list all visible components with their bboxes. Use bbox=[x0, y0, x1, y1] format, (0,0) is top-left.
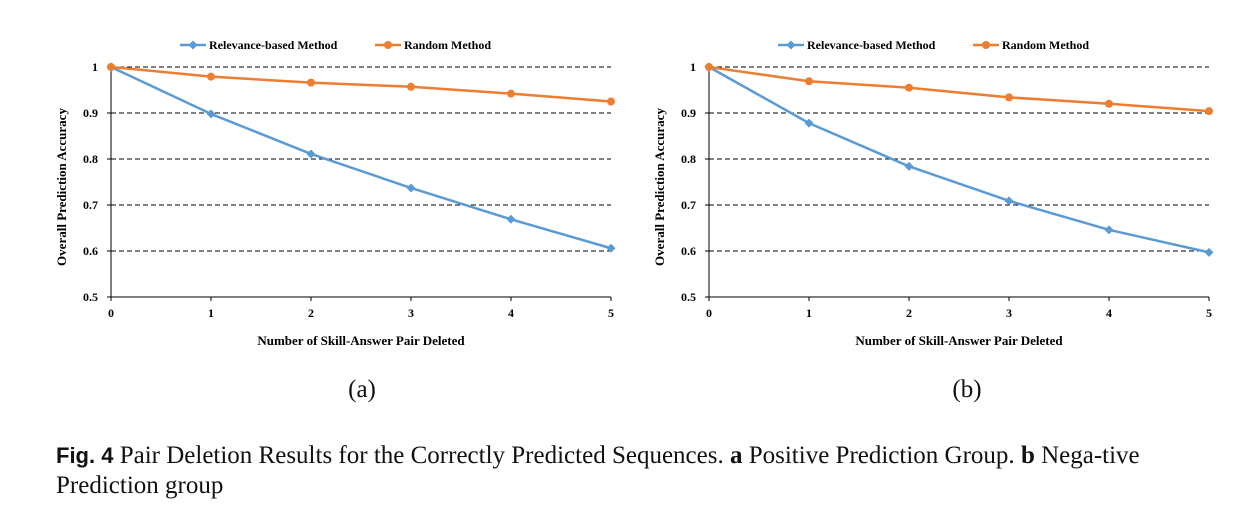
x-tick-label: 4 bbox=[508, 306, 514, 320]
data-point-relevance bbox=[1104, 225, 1114, 235]
legend-item-random-label: Random Method bbox=[1002, 38, 1089, 52]
data-point-random bbox=[207, 72, 215, 81]
y-tick-label: 0.8 bbox=[681, 152, 696, 166]
caption-text-1: Pair Deletion Results for the Correctly … bbox=[119, 442, 724, 469]
y-tick-label: 0.5 bbox=[681, 290, 696, 304]
data-point-random bbox=[607, 97, 615, 106]
x-tick-label: 5 bbox=[1206, 306, 1212, 320]
series-line-relevance bbox=[110, 65, 612, 250]
caption-label-a: a bbox=[729, 442, 743, 469]
x-tick-label: 3 bbox=[408, 306, 414, 320]
data-point-random bbox=[705, 63, 713, 71]
x-axis-title: Number of Skill-Answer Pair Deleted bbox=[855, 333, 1063, 348]
legend-item-random-label: Random Method bbox=[404, 38, 491, 52]
data-point-relevance bbox=[1204, 247, 1214, 257]
data-point-random bbox=[1105, 99, 1113, 108]
y-tick-label: 0.7 bbox=[83, 198, 98, 212]
data-point-relevance bbox=[406, 183, 416, 193]
data-point-relevance bbox=[606, 243, 616, 253]
legend-item-random-marker bbox=[384, 41, 392, 49]
legend-item-relevance-marker bbox=[188, 40, 198, 50]
chart-panel-a: 0.5 0.6 0.7 0.8 0.9 1 0 1 2 3 4 5 Number of Skill-An… bbox=[0, 0, 640, 365]
caption-text-2: Positive Prediction Group. bbox=[748, 442, 1015, 469]
panel-label-a: (a) bbox=[348, 376, 376, 403]
y-tick-label: 0.9 bbox=[83, 106, 98, 120]
x-tick-label: 1 bbox=[208, 306, 214, 320]
x-tick-label: 0 bbox=[706, 306, 712, 320]
data-point-random bbox=[407, 82, 415, 91]
data-point-random bbox=[905, 83, 913, 92]
legend-item-random-marker bbox=[982, 41, 990, 49]
y-axis-title: Overall Prediction Accuracy bbox=[54, 108, 69, 266]
x-tick-label: 0 bbox=[108, 306, 114, 320]
x-tick-label: 1 bbox=[806, 306, 812, 320]
data-point-relevance bbox=[306, 149, 316, 159]
data-point-relevance bbox=[904, 161, 914, 171]
x-axis-title: Number of Skill-Answer Pair Deleted bbox=[257, 333, 465, 348]
y-tick-label: 0.6 bbox=[681, 244, 696, 258]
caption-label-b: b bbox=[1020, 442, 1035, 469]
figure-caption: Fig. 4 Pair Deletion Results for the Cor… bbox=[56, 441, 1206, 501]
series-line-relevance bbox=[708, 65, 1210, 254]
series-line-random bbox=[110, 65, 612, 103]
data-point-random bbox=[1005, 93, 1013, 102]
x-tick-label: 4 bbox=[1106, 306, 1112, 320]
data-point-random bbox=[107, 63, 115, 71]
y-tick-label: 1 bbox=[92, 60, 98, 74]
y-tick-label: 0.6 bbox=[83, 244, 98, 258]
series-line-random bbox=[708, 65, 1210, 113]
x-tick-label: 5 bbox=[608, 306, 614, 320]
line-chart-a: 0.5 0.6 0.7 0.8 0.9 1 0 1 2 3 4 5 Number of Skill-An… bbox=[54, 38, 616, 348]
data-point-random bbox=[307, 78, 315, 87]
y-tick-label: 1 bbox=[690, 60, 696, 74]
chart-panel-b: 0.5 0.6 0.7 0.8 0.9 1 0 1 2 3 4 5 Number of Skill-An… bbox=[598, 0, 1238, 365]
line-chart-b: 0.5 0.6 0.7 0.8 0.9 1 0 1 2 3 4 5 Number of Skill-An… bbox=[652, 38, 1214, 348]
y-tick-label: 0.7 bbox=[681, 198, 696, 212]
x-tick-label: 2 bbox=[906, 306, 912, 320]
data-point-relevance bbox=[506, 214, 516, 224]
y-tick-label: 0.8 bbox=[83, 152, 98, 166]
x-tick-label: 2 bbox=[308, 306, 314, 320]
data-point-random bbox=[1205, 107, 1213, 116]
y-axis-title: Overall Prediction Accuracy bbox=[652, 108, 667, 266]
data-point-random bbox=[805, 77, 813, 86]
caption-fig-label: Fig. 4 bbox=[56, 443, 114, 468]
x-tick-label: 3 bbox=[1006, 306, 1012, 320]
y-tick-label: 0.9 bbox=[681, 106, 696, 120]
legend-item-relevance-marker bbox=[786, 40, 796, 50]
data-point-relevance bbox=[1004, 196, 1014, 206]
y-tick-label: 0.5 bbox=[83, 290, 98, 304]
panel-label-b: (b) bbox=[952, 376, 982, 403]
legend-item-relevance-label: Relevance-based Method bbox=[807, 38, 936, 52]
data-point-random bbox=[507, 89, 515, 98]
legend-item-relevance-label: Relevance-based Method bbox=[209, 38, 338, 52]
caption-text-3: Nega-tive Prediction group bbox=[56, 442, 1140, 499]
data-point-relevance bbox=[206, 109, 216, 119]
data-point-relevance bbox=[804, 118, 814, 128]
